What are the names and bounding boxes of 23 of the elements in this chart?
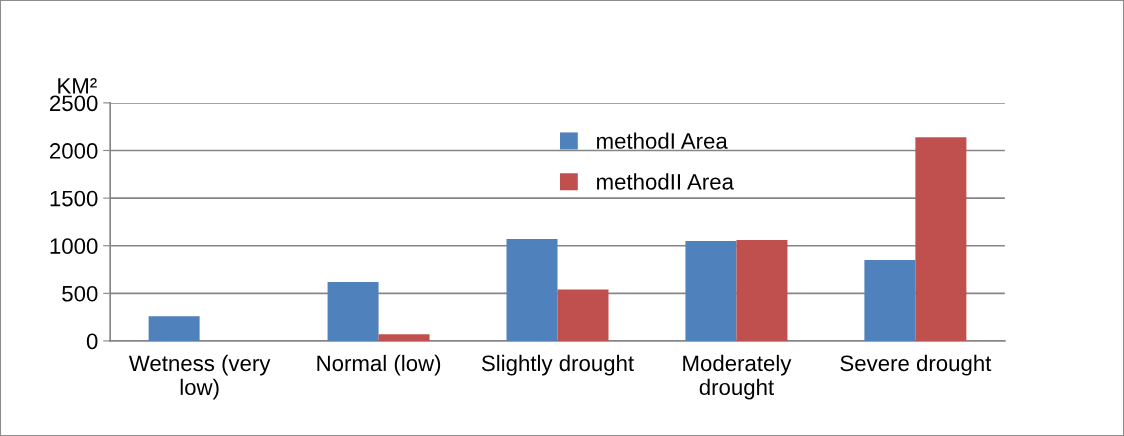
- x-tick-label: Wetness (very low): [128, 354, 271, 400]
- bar: [915, 137, 967, 341]
- y-tick-label: 2500: [50, 95, 98, 112]
- y-tick-label: 0: [86, 333, 98, 350]
- x-tick-label: Moderately drought: [683, 354, 792, 400]
- bar: [557, 289, 609, 341]
- bar: [148, 316, 200, 341]
- bar: [378, 334, 430, 341]
- y-tick-label: 2000: [50, 143, 98, 159]
- bar: [736, 240, 788, 341]
- bar: [685, 240, 737, 341]
- y-axis-title: KM²: [58, 78, 97, 94]
- legend-label: methodII Area: [597, 173, 734, 190]
- y-tick-label: 1000: [50, 238, 98, 254]
- y-tick-label: 500: [62, 285, 98, 302]
- legend-label: methodI Area: [597, 132, 728, 149]
- x-tick-label: Slightly drought: [481, 354, 634, 376]
- y-tick-label: 1500: [50, 190, 98, 207]
- bar: [506, 239, 558, 341]
- x-tick-label: Severe drought: [840, 354, 992, 376]
- bar: [864, 260, 916, 341]
- bar: [327, 281, 379, 341]
- x-tick-label: Normal (low): [317, 354, 441, 376]
